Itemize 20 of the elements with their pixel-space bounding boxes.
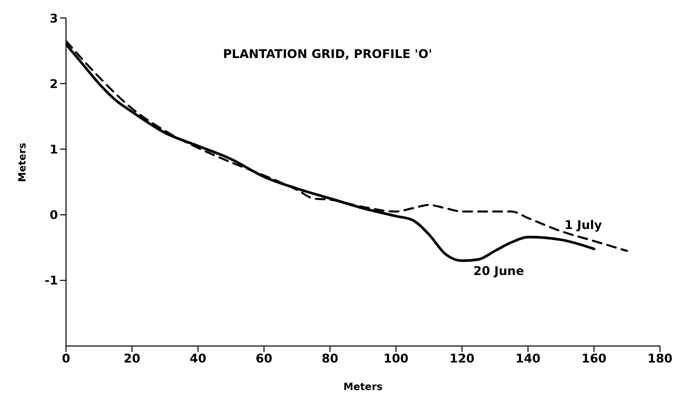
y-tick-label: 3 <box>50 11 58 26</box>
x-tick-label: 160 <box>581 352 607 366</box>
x-tick-label: 80 <box>322 352 338 366</box>
x-tick-label: 60 <box>256 352 272 366</box>
x-tick-label: 140 <box>515 352 541 366</box>
x-tick-label: 40 <box>190 352 206 366</box>
y-tick-label: 2 <box>50 76 58 91</box>
y-axis-title: Meters <box>18 142 29 182</box>
y-tick-label: 1 <box>50 142 58 156</box>
y-tick-label: 0 <box>50 208 58 222</box>
text: PLANTATION GRID, PROFILE 'O' <box>223 47 432 61</box>
x-tick-label: 0 <box>62 352 70 366</box>
x-axis-title: Meters <box>343 382 383 393</box>
x-tick-label: 100 <box>383 352 409 366</box>
series-label: 1 July <box>564 218 602 232</box>
series-label: 20 June <box>473 264 524 278</box>
x-tick-label: 20 <box>124 352 140 366</box>
x-tick-label: 180 <box>647 352 673 366</box>
x-tick-label: 120 <box>449 352 475 366</box>
y-tick-label: -1 <box>44 274 58 288</box>
